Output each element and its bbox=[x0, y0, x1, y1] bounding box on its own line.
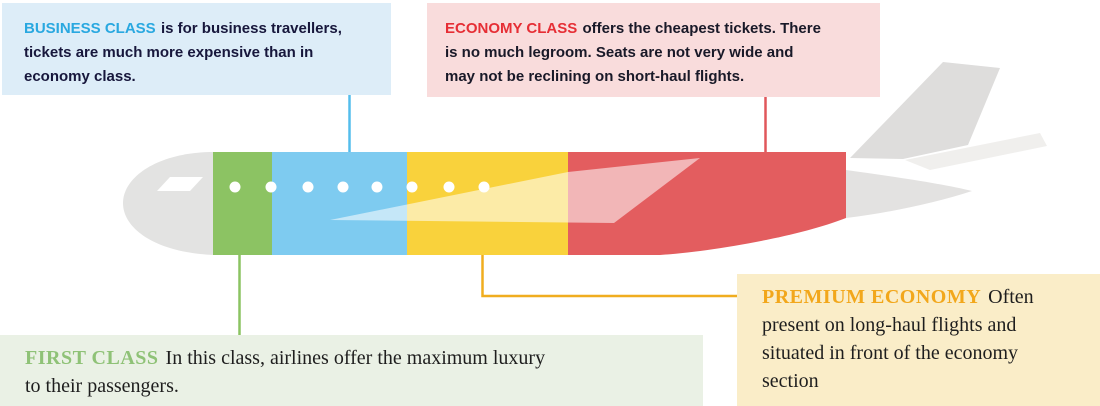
windshield-shape bbox=[157, 177, 203, 191]
nose-shape bbox=[123, 152, 214, 255]
window-dot bbox=[265, 181, 277, 193]
window-dot bbox=[371, 181, 383, 193]
window-dot bbox=[478, 181, 490, 193]
connector-premium-line bbox=[481, 254, 737, 298]
business-class-body: is for business travellers, tickets are … bbox=[24, 20, 342, 85]
horizontal-stabilizer-shape bbox=[905, 133, 1047, 170]
window-dot bbox=[406, 181, 418, 193]
window-dot bbox=[229, 181, 241, 193]
window-dot bbox=[443, 181, 455, 193]
premium-economy-heading: PREMIUM ECONOMY bbox=[762, 286, 982, 308]
economy-class-heading: ECONOMY CLASS bbox=[445, 20, 578, 37]
first-class-section bbox=[213, 152, 272, 255]
wing-shape bbox=[330, 158, 700, 223]
business-class-section bbox=[272, 152, 407, 255]
tail-fin-shape bbox=[850, 62, 1000, 159]
callout-first-class: FIRST CLASS In this class, airlines offer… bbox=[0, 335, 703, 406]
callout-business-class: BUSINESS CLASS is for business travellers… bbox=[2, 3, 391, 95]
tail-cone-shape bbox=[846, 170, 972, 218]
window-dot bbox=[337, 181, 349, 193]
first-class-heading: FIRST CLASS bbox=[25, 347, 159, 369]
business-class-heading: BUSINESS CLASS bbox=[24, 20, 156, 37]
window-dot bbox=[302, 181, 314, 193]
first-class-body: In this class, airlines offer the maximu… bbox=[25, 347, 546, 397]
premium-economy-body: Often present on long-haul flights and s… bbox=[762, 286, 1034, 392]
economy-class-body: offers the cheapest tickets. There is no… bbox=[445, 20, 821, 85]
callout-premium-economy: PREMIUM ECONOMY Often present on long-hau… bbox=[737, 274, 1100, 406]
window-row bbox=[229, 181, 490, 193]
callout-economy-class: ECONOMY CLASS offers the cheapest tickets… bbox=[427, 3, 880, 97]
